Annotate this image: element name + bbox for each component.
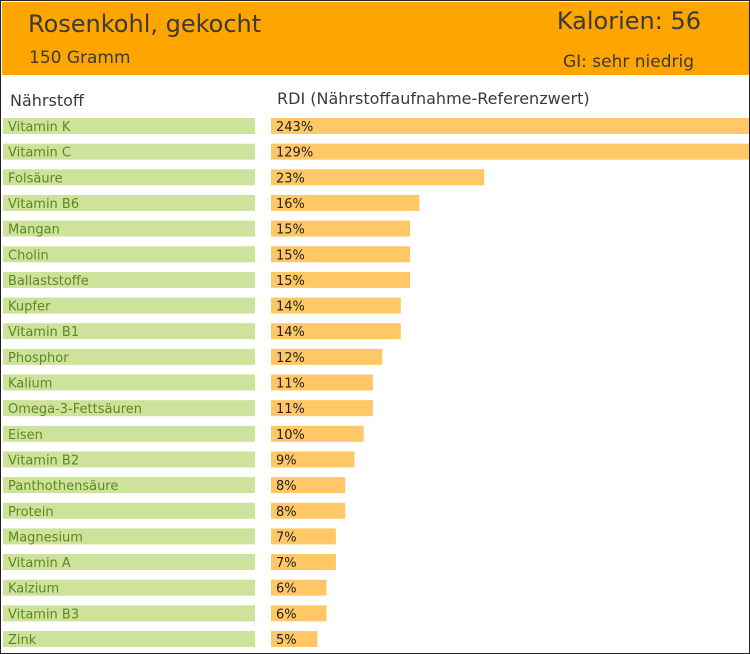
- value-bar-18: [271, 579, 327, 596]
- nutrient-label-12: Eisen: [8, 428, 43, 443]
- label-bar-20: [3, 631, 255, 647]
- value-label-4: 15%: [276, 223, 305, 238]
- label-bar-1: [3, 143, 255, 160]
- value-label-10: 11%: [276, 377, 305, 392]
- value-bar-16: [271, 528, 336, 545]
- value-label-13: 9%: [276, 453, 297, 468]
- portion-size: 150 Gramm: [29, 48, 131, 68]
- nutrient-label-14: Panthothensäure: [8, 479, 118, 494]
- value-bar-6: [271, 271, 411, 288]
- value-bar-3: [271, 194, 420, 211]
- nutrient-label-16: Magnesium: [8, 530, 83, 545]
- nutrient-label-11: Omega-3-Fettsäuren: [8, 402, 142, 417]
- value-label-18: 6%: [276, 582, 297, 597]
- nutrient-label-3: Vitamin B6: [8, 197, 79, 212]
- nutrient-label-10: Kalium: [8, 377, 52, 392]
- value-bar-2: [271, 169, 485, 186]
- value-label-6: 15%: [276, 274, 305, 289]
- value-bar-1: [271, 143, 749, 160]
- value-bar-4: [271, 220, 411, 237]
- nutrient-label-18: Kalzium: [8, 582, 59, 597]
- label-bar-19: [3, 605, 255, 622]
- value-bar-20: [271, 631, 318, 647]
- nutrient-label-8: Vitamin B1: [8, 325, 79, 340]
- value-label-3: 16%: [276, 197, 305, 212]
- value-bar-9: [271, 348, 383, 365]
- label-bar-8: [3, 323, 255, 340]
- label-bar-12: [3, 425, 255, 442]
- label-bar-3: [3, 194, 255, 211]
- value-label-2: 23%: [276, 171, 305, 186]
- nutrient-label-1: Vitamin C: [8, 146, 71, 161]
- value-bar-8: [271, 323, 401, 340]
- value-bar-10: [271, 374, 373, 391]
- value-label-1: 129%: [276, 146, 313, 161]
- label-bar-2: [3, 169, 255, 186]
- nutrient-label-19: Vitamin B3: [8, 607, 79, 622]
- label-bar-4: [3, 220, 255, 237]
- label-bar-6: [3, 271, 255, 288]
- value-label-12: 10%: [276, 428, 305, 443]
- value-bar-7: [271, 297, 401, 314]
- label-bar-7: [3, 297, 255, 314]
- label-bar-15: [3, 502, 255, 519]
- calories-readout: Kalorien: 56: [556, 7, 701, 35]
- glycemic-index: GI: sehr niedrig: [562, 52, 694, 72]
- header-band: Rosenkohl, gekocht 150 Gramm Kalorien: 5…: [2, 2, 749, 77]
- label-bar-5: [3, 246, 255, 263]
- value-label-0: 243%: [276, 120, 313, 135]
- value-bar-17: [271, 554, 336, 571]
- nutrient-label-2: Folsäure: [8, 171, 63, 186]
- value-label-9: 12%: [276, 351, 305, 366]
- value-bar-12: [271, 425, 364, 442]
- nutrient-label-6: Ballaststoffe: [8, 274, 89, 289]
- nutrient-label-15: Protein: [8, 505, 54, 520]
- nutrient-label-13: Vitamin B2: [8, 453, 79, 468]
- label-bar-9: [3, 348, 255, 365]
- column-header-nutrient: Nährstoff: [10, 91, 84, 110]
- nutrient-label-0: Vitamin K: [8, 120, 71, 135]
- value-label-16: 7%: [276, 530, 297, 545]
- nutrient-label-4: Mangan: [8, 223, 60, 238]
- food-title: Rosenkohl, gekocht: [28, 10, 262, 38]
- value-bar-5: [271, 246, 411, 263]
- label-bar-13: [3, 451, 255, 468]
- value-bar-19: [271, 605, 327, 622]
- label-bar-18: [3, 579, 255, 596]
- column-header-rdi: RDI (Nährstoffaufnahme-Referenzwert): [277, 89, 590, 108]
- label-bar-16: [3, 528, 255, 545]
- value-label-20: 5%: [276, 633, 297, 648]
- label-bar-14: [3, 477, 255, 494]
- label-bar-10: [3, 374, 255, 391]
- value-label-5: 15%: [276, 248, 305, 263]
- label-bar-17: [3, 554, 255, 571]
- value-label-8: 14%: [276, 325, 305, 340]
- value-bar-13: [271, 451, 355, 468]
- label-bar-0: [3, 118, 255, 134]
- label-bar-11: [3, 400, 255, 417]
- value-label-15: 8%: [276, 505, 297, 520]
- value-label-7: 14%: [276, 300, 305, 315]
- value-label-14: 8%: [276, 479, 297, 494]
- value-bar-14: [271, 477, 346, 494]
- value-label-17: 7%: [276, 556, 297, 571]
- nutrient-label-7: Kupfer: [8, 300, 51, 315]
- nutrient-label-5: Cholin: [8, 248, 49, 263]
- nutrient-label-9: Phosphor: [8, 351, 69, 366]
- value-label-19: 6%: [276, 607, 297, 622]
- nutrient-label-20: Zink: [8, 633, 37, 648]
- nutrient-label-17: Vitamin A: [8, 556, 71, 571]
- value-bar-0: [271, 118, 749, 134]
- value-bar-11: [271, 400, 373, 417]
- value-bar-15: [271, 502, 346, 519]
- value-label-11: 11%: [276, 402, 305, 417]
